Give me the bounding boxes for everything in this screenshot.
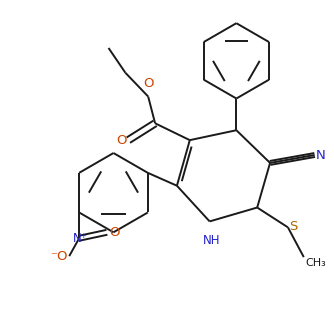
Text: S: S [289,220,297,233]
Text: O: O [143,77,153,90]
Text: CH₃: CH₃ [306,258,327,268]
Text: O: O [116,134,126,147]
Text: N: N [316,149,325,161]
Text: NH: NH [203,234,220,247]
Text: ⁻O: ⁻O [50,250,67,262]
Text: N⁺: N⁺ [73,232,88,245]
Text: O: O [109,226,119,239]
